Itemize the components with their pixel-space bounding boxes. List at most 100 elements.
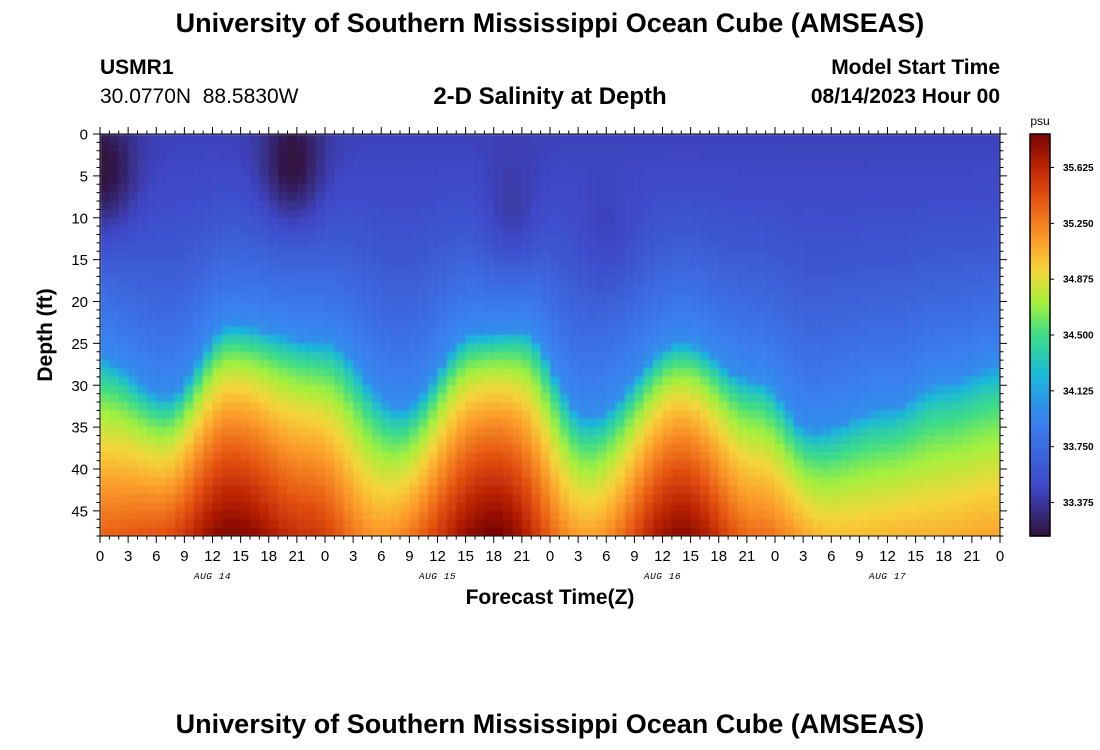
heatmap-cell xyxy=(812,519,823,529)
date-label: AUG 14 xyxy=(193,571,231,582)
heatmap-cell xyxy=(615,485,626,495)
heatmap-cell xyxy=(193,284,204,294)
heatmap-cell xyxy=(512,209,523,219)
heatmap-cell xyxy=(343,494,354,504)
heatmap-cell xyxy=(503,309,514,319)
heatmap-cell xyxy=(381,201,392,210)
heatmap-cell xyxy=(390,376,401,386)
heatmap-cell xyxy=(390,134,401,143)
heatmap-cell xyxy=(221,259,232,269)
heatmap-cell xyxy=(390,452,401,462)
heatmap-cell xyxy=(231,469,242,478)
heatmap-cell xyxy=(531,427,542,437)
heatmap-cell xyxy=(812,393,823,403)
heatmap-cell xyxy=(981,368,992,378)
heatmap-cell xyxy=(840,268,851,277)
heatmap-cell xyxy=(981,527,992,536)
heatmap-cell xyxy=(381,477,392,487)
heatmap-cell xyxy=(306,443,317,453)
heatmap-cell xyxy=(756,376,767,386)
heatmap-cell xyxy=(184,435,195,445)
heatmap-cell xyxy=(315,360,326,370)
heatmap-cell xyxy=(896,469,907,478)
heatmap-cell xyxy=(465,268,476,277)
x-tick-label: 15 xyxy=(907,548,924,565)
heatmap-cell xyxy=(840,502,851,512)
heatmap-cell xyxy=(868,360,879,370)
heatmap-cell xyxy=(390,469,401,478)
heatmap-cell xyxy=(634,443,645,453)
heatmap-cell xyxy=(353,150,364,160)
heatmap-cell xyxy=(606,134,617,143)
heatmap-cell xyxy=(643,242,654,252)
heatmap-cell xyxy=(775,351,785,361)
heatmap-cell xyxy=(728,318,739,328)
heatmap-cell xyxy=(559,418,570,428)
heatmap-cell xyxy=(990,326,1000,336)
heatmap-cell xyxy=(756,184,767,194)
heatmap-cell xyxy=(371,192,382,202)
heatmap-cell xyxy=(306,527,317,536)
heatmap-cell xyxy=(831,477,842,487)
heatmap-cell xyxy=(756,485,767,495)
heatmap-cell xyxy=(456,402,467,411)
heatmap-cell xyxy=(737,385,748,395)
heatmap-cell xyxy=(109,167,120,177)
heatmap-cell xyxy=(325,469,335,478)
heatmap-cell xyxy=(287,234,298,244)
heatmap-cell xyxy=(596,226,607,236)
heatmap-cell xyxy=(662,435,673,445)
heatmap-cell xyxy=(662,318,673,328)
heatmap-cell xyxy=(943,159,954,169)
heatmap-cell xyxy=(784,443,795,453)
heatmap-cell xyxy=(915,410,926,420)
heatmap-cell xyxy=(821,217,832,227)
heatmap-cell xyxy=(981,519,992,529)
heatmap-cell xyxy=(100,351,110,361)
heatmap-cell xyxy=(578,326,589,336)
heatmap-cell xyxy=(306,460,317,470)
heatmap-cell xyxy=(278,142,289,152)
heatmap-cell xyxy=(128,209,139,219)
heatmap-cell xyxy=(362,284,373,294)
heatmap-cell xyxy=(240,527,251,536)
heatmap-cell xyxy=(962,477,973,487)
x-tick-label: 15 xyxy=(232,548,249,565)
heatmap-cell xyxy=(371,259,382,269)
heatmap-cell xyxy=(325,142,335,152)
heatmap-cell xyxy=(625,527,635,536)
heatmap-cell xyxy=(943,376,954,386)
heatmap-cell xyxy=(578,184,589,194)
heatmap-cell xyxy=(746,510,757,520)
heatmap-cell xyxy=(681,184,692,194)
heatmap-cell xyxy=(343,469,354,478)
heatmap-cell xyxy=(390,276,401,286)
heatmap-cell xyxy=(221,209,232,219)
heatmap-cell xyxy=(268,519,279,529)
heatmap-cell xyxy=(728,226,739,236)
heatmap-cell xyxy=(475,184,485,194)
heatmap-cell xyxy=(475,150,485,160)
heatmap-cell xyxy=(315,435,326,445)
heatmap-cell xyxy=(803,301,814,311)
heatmap-cell xyxy=(484,519,495,529)
heatmap-cell xyxy=(137,268,148,277)
heatmap-cell xyxy=(831,376,842,386)
heatmap-cell xyxy=(531,494,542,504)
heatmap-cell xyxy=(484,209,495,219)
heatmap-cell xyxy=(587,368,598,378)
heatmap-cell xyxy=(953,435,964,445)
heatmap-cell xyxy=(100,209,110,219)
heatmap-cell xyxy=(128,351,139,361)
heatmap-cell xyxy=(484,284,495,294)
heatmap-cell xyxy=(371,343,382,353)
heatmap-cell xyxy=(540,167,551,177)
heatmap-cell xyxy=(240,184,251,194)
heatmap-cell xyxy=(671,268,682,277)
heatmap-cell xyxy=(400,460,410,470)
heatmap-cell xyxy=(587,519,598,529)
heatmap-cell xyxy=(484,360,495,370)
heatmap-cell xyxy=(156,376,167,386)
heatmap-cell xyxy=(109,159,120,169)
heatmap-cell xyxy=(868,142,879,152)
